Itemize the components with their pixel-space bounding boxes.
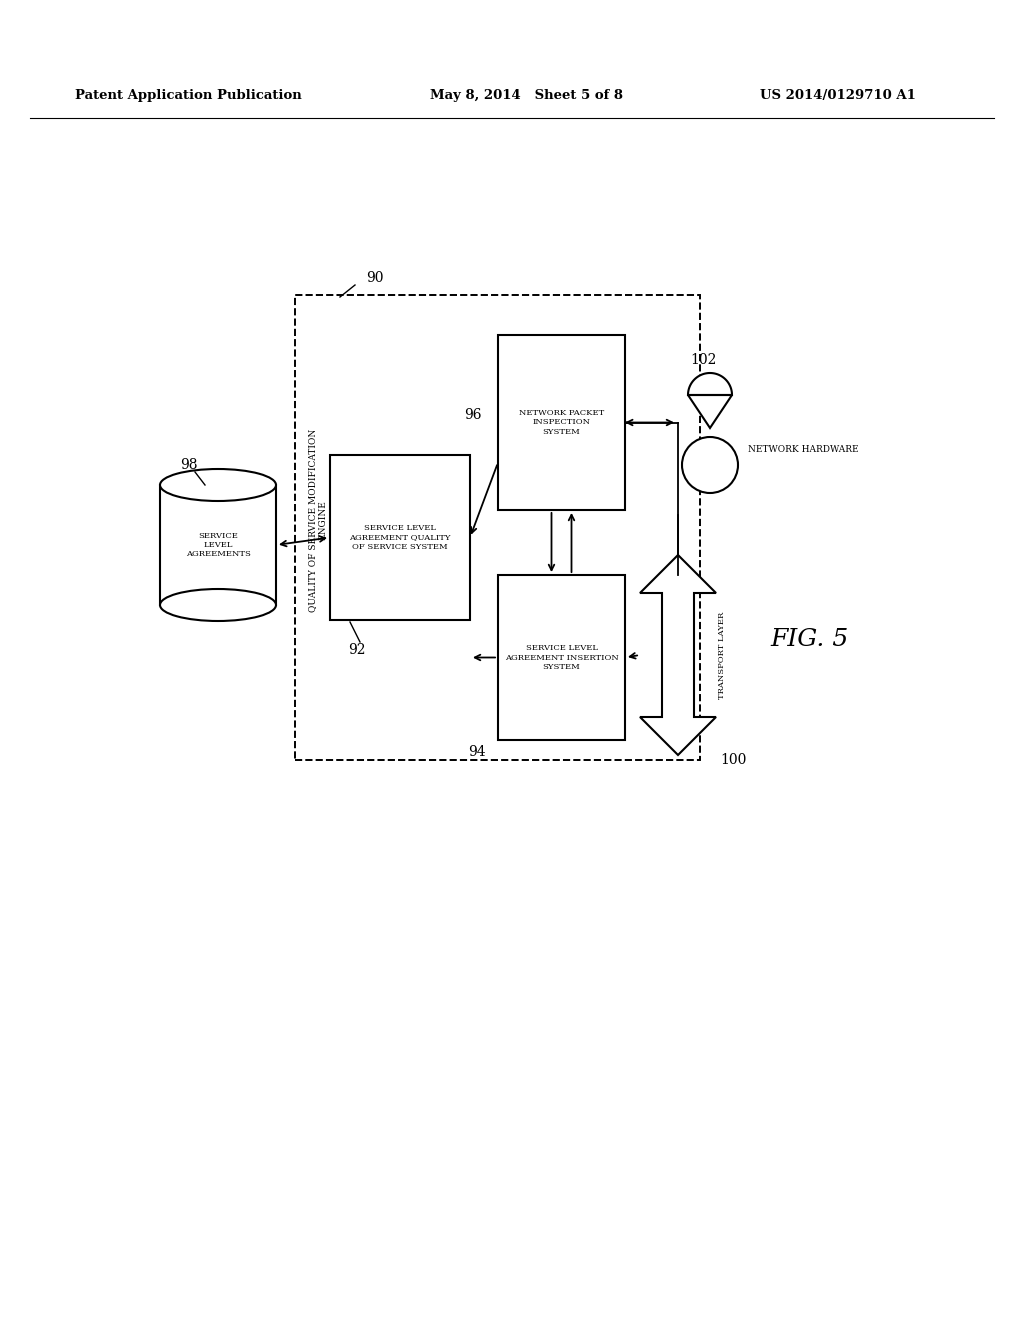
Ellipse shape bbox=[160, 469, 276, 502]
Text: 94: 94 bbox=[468, 744, 486, 759]
Text: May 8, 2014   Sheet 5 of 8: May 8, 2014 Sheet 5 of 8 bbox=[430, 88, 623, 102]
Text: Patent Application Publication: Patent Application Publication bbox=[75, 88, 302, 102]
Text: 90: 90 bbox=[367, 271, 384, 285]
Bar bbox=[498, 576, 625, 741]
Text: SERVICE
LEVEL
AGREEMENTS: SERVICE LEVEL AGREEMENTS bbox=[185, 532, 251, 558]
Bar bbox=[295, 294, 700, 760]
Bar bbox=[330, 455, 470, 620]
Circle shape bbox=[682, 437, 738, 492]
Bar bbox=[498, 335, 625, 510]
Text: 98: 98 bbox=[180, 458, 198, 473]
Text: 100: 100 bbox=[720, 752, 746, 767]
Text: NETWORK PACKET
INSPECTION
SYSTEM: NETWORK PACKET INSPECTION SYSTEM bbox=[519, 409, 604, 436]
Text: TRANSPORT LAYER: TRANSPORT LAYER bbox=[718, 611, 726, 698]
Text: 102: 102 bbox=[690, 352, 717, 367]
Text: QUALITY OF SERVICE MODIFICATION
ENGINE: QUALITY OF SERVICE MODIFICATION ENGINE bbox=[308, 429, 328, 611]
Text: 92: 92 bbox=[348, 643, 366, 657]
Bar bbox=[160, 484, 276, 605]
Text: SERVICE LEVEL
AGREEMENT QUALITY
OF SERVICE SYSTEM: SERVICE LEVEL AGREEMENT QUALITY OF SERVI… bbox=[349, 524, 451, 550]
Text: US 2014/0129710 A1: US 2014/0129710 A1 bbox=[760, 88, 915, 102]
Text: SERVICE LEVEL
AGREEMENT INSERTION
SYSTEM: SERVICE LEVEL AGREEMENT INSERTION SYSTEM bbox=[505, 644, 618, 671]
Polygon shape bbox=[640, 554, 716, 755]
Text: FIG. 5: FIG. 5 bbox=[770, 628, 848, 652]
Polygon shape bbox=[688, 374, 732, 428]
Text: 96: 96 bbox=[465, 408, 482, 422]
Ellipse shape bbox=[160, 589, 276, 620]
Text: NETWORK HARDWARE: NETWORK HARDWARE bbox=[748, 446, 859, 454]
